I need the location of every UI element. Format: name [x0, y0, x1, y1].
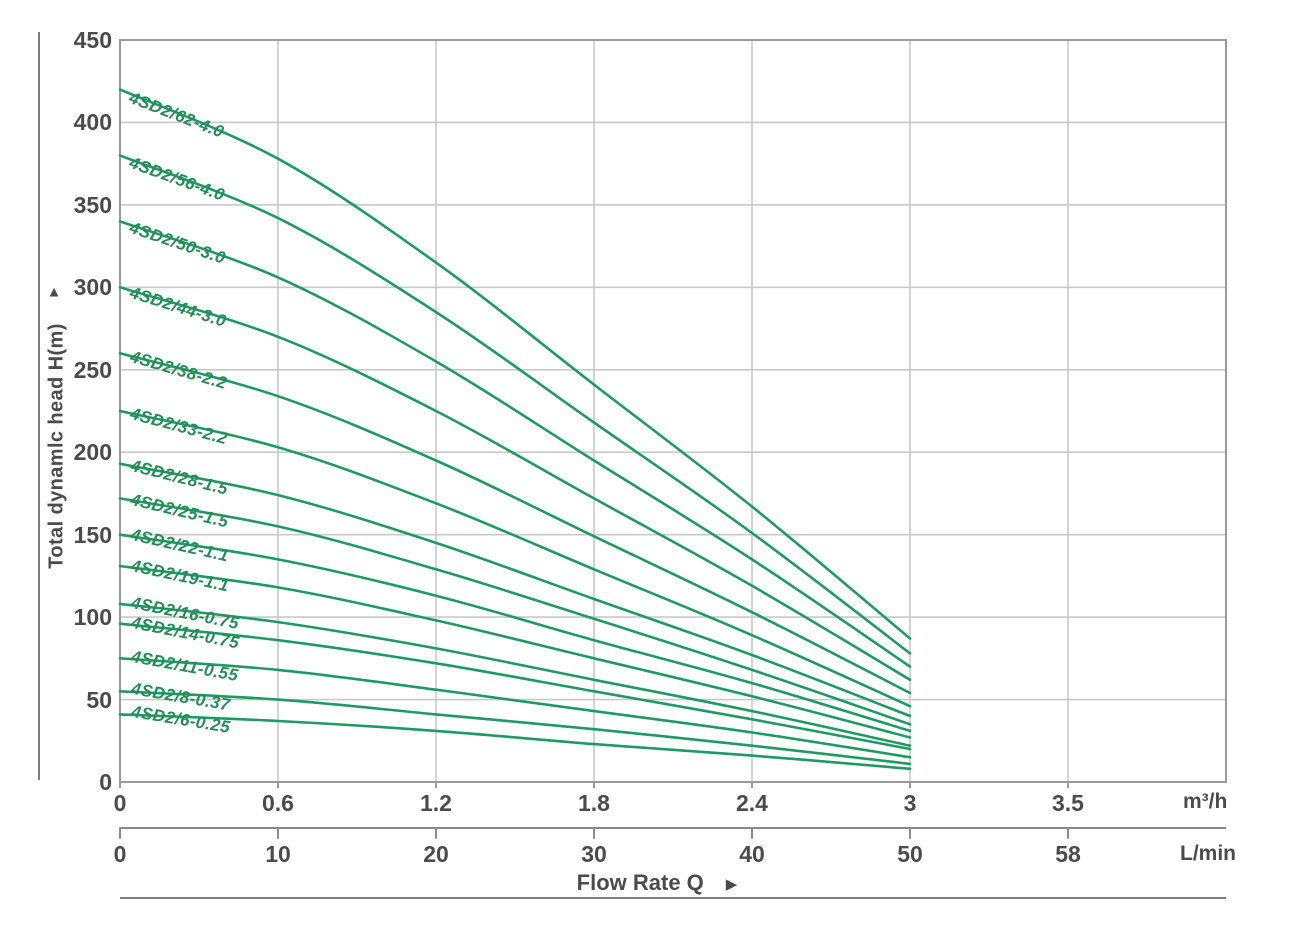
x-tick-lmin-10: 10 — [265, 841, 291, 867]
x-tick-m3h-1.8: 1.8 — [578, 790, 610, 816]
y-tick-450: 450 — [73, 27, 112, 53]
curve-4SD2-8-0.37 — [118, 690, 912, 766]
y-tick-250: 250 — [73, 356, 112, 383]
curve-4SD2-56-4.0 — [118, 154, 912, 655]
y-tick-300: 300 — [73, 274, 112, 301]
curve-4SD2-22-1.1 — [118, 533, 912, 733]
x-tick-lmin-50: 50 — [897, 841, 923, 867]
x-tick-m3h-0: 0 — [113, 790, 127, 816]
curve-4SD2-33-2.2 — [118, 409, 912, 708]
y-tick-200: 200 — [73, 439, 112, 466]
x-axis-title-text: Flow Rate Q — [576, 870, 704, 895]
curve-4SD2-16-0.75 — [118, 602, 912, 747]
y-tick-350: 350 — [73, 191, 112, 218]
x-tick-lmin-40: 40 — [739, 841, 765, 867]
y-tick-400: 400 — [73, 109, 112, 136]
x-tick-m3h-0.6: 0.6 — [262, 790, 294, 816]
x-axis-unit-m3h: m³/h — [1183, 790, 1228, 813]
curve-4SD2-11-0.55 — [118, 657, 912, 759]
x-tick-lmin-58: 58 — [1055, 841, 1081, 867]
curve-4SD2-38-2.2 — [118, 352, 912, 695]
curve-4SD2-44-3.0 — [118, 286, 912, 682]
x-tick-lmin-20: 20 — [423, 841, 449, 867]
curve-4SD2-6-0.25 — [118, 713, 912, 771]
y-tick-100: 100 — [73, 604, 112, 631]
x-tick-m3h-3: 3 — [903, 790, 917, 816]
x-axis-unit-lmin: L/min — [1180, 842, 1236, 865]
curve-4SD2-14-0.75 — [118, 622, 912, 751]
up-arrow-icon: ▲ — [46, 283, 62, 301]
curve-4SD2-25-1.5 — [118, 497, 912, 726]
curve-4SD2-62-4.0 — [118, 88, 912, 640]
y-tick-0: 0 — [99, 769, 112, 795]
y-tick-50: 50 — [86, 686, 112, 713]
x-tick-lmin-0: 0 — [113, 841, 127, 867]
curve-4SD2-50-3.0 — [118, 220, 912, 668]
x-axis-title: Flow Rate Q ▶ — [577, 870, 738, 896]
y-tick-150: 150 — [73, 521, 112, 548]
x-tick-m3h-1.2: 1.2 — [420, 790, 452, 816]
x-tick-m3h-3.5: 3.5 — [1052, 790, 1084, 816]
right-arrow-icon: ▶ — [725, 875, 738, 893]
x-tick-m3h-2.4: 2.4 — [736, 790, 768, 816]
curve-4SD2-19-1.1 — [118, 564, 912, 739]
curve-4SD2-28-1.5 — [118, 462, 912, 718]
x-tick-lmin-30: 30 — [581, 841, 607, 867]
